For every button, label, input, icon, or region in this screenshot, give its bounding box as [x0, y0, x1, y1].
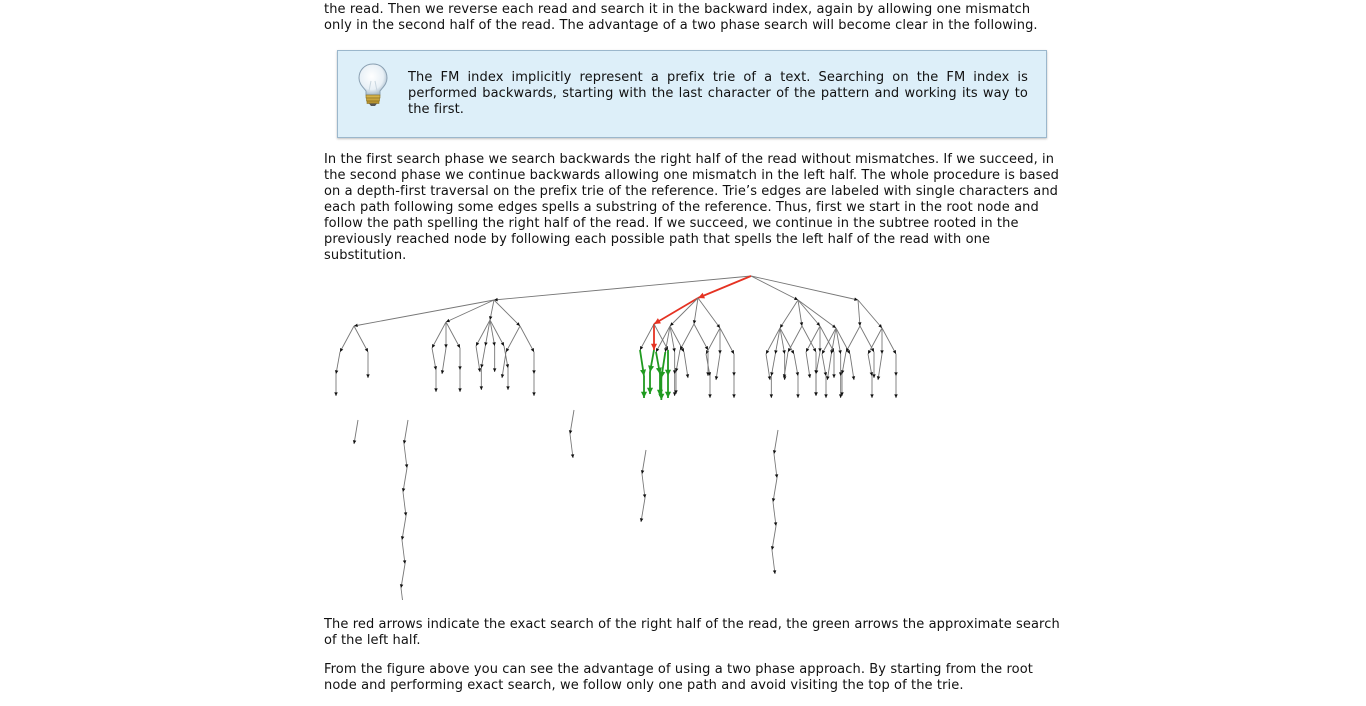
lightbulb-icon: [358, 63, 388, 106]
advantage-paragraph: From the figure above you can see the ad…: [324, 662, 1033, 693]
figure-caption: The red arrows indicate the exact search…: [324, 617, 1060, 648]
main-content: restrictions. We first search each read …: [324, 0, 1062, 694]
intro-paragraph: restrictions. We first search each read …: [324, 0, 1061, 33]
phase-paragraph: In the first search phase we search back…: [324, 152, 1059, 263]
tip-text: The FM index implicitly represent a pref…: [408, 70, 1028, 117]
tip-box: The FM index implicitly represent a pref…: [337, 50, 1047, 138]
prefix-trie-figure: [334, 275, 898, 613]
